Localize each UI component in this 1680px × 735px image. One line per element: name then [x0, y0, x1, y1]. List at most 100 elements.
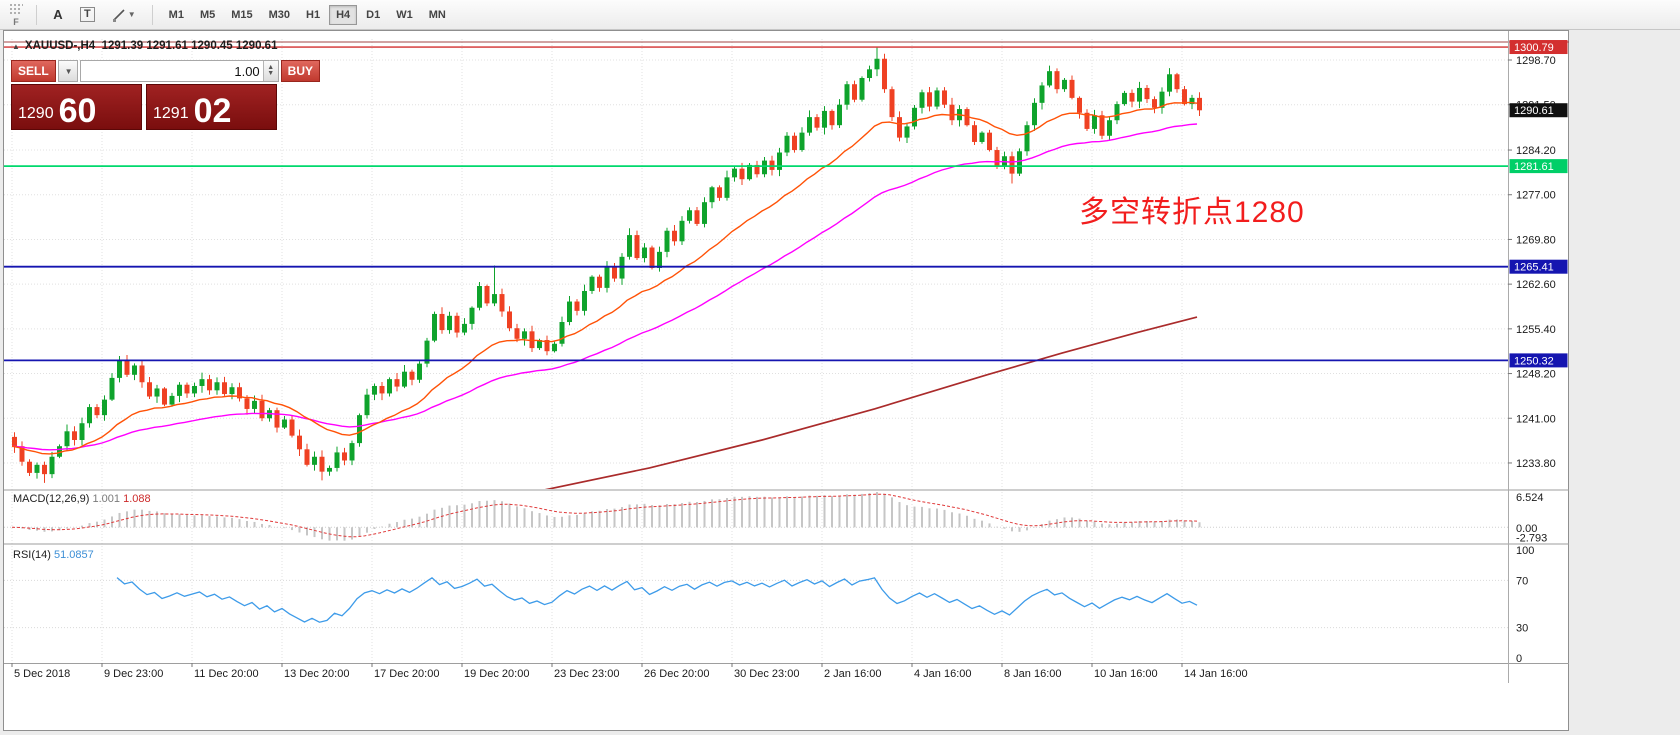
timeframe-button-h4[interactable]: H4	[329, 4, 358, 25]
price-badge-bg	[1509, 40, 1568, 55]
candle-body	[447, 315, 452, 331]
spinner-up-icon[interactable]: ▲	[267, 64, 275, 71]
sell-price-fraction: 60	[58, 92, 97, 130]
candle-body	[1077, 97, 1082, 113]
price-badge-text: 1250.32	[1514, 355, 1554, 367]
candle-body	[972, 125, 977, 142]
macd-scale-label: 6.524	[1516, 492, 1544, 504]
toolbar: F A T ▼ M1 M5 M15 M30 H1 H4 D1 W1 MN	[0, 0, 1680, 30]
candle-body	[237, 387, 242, 399]
macd-signal-line	[11, 493, 1198, 538]
sell-price-main: 1290	[18, 105, 54, 122]
toolbar-separator	[151, 4, 153, 25]
candle-body	[1024, 125, 1030, 152]
time-axis-label: 5 Dec 2018	[14, 668, 70, 680]
candle-body	[417, 363, 422, 380]
timeframe-button-h1[interactable]: H1	[299, 5, 327, 25]
ma-mid-line	[11, 123, 1198, 451]
price-axis[interactable]: 1298.701291.501284.201277.001269.801262.…	[1508, 40, 1568, 665]
time-axis[interactable]: 5 Dec 2018 9 Dec 23:00 11 Dec 20:00 13 Dec …	[11, 663, 1248, 680]
timeframe-button-m15[interactable]: M15	[224, 5, 259, 25]
candle-body	[289, 419, 295, 436]
time-axis-label: 4 Jan 16:00	[914, 668, 972, 680]
candle-body	[19, 446, 25, 462]
candle-body	[34, 464, 40, 473]
candle-body	[739, 168, 745, 180]
candle-body	[1032, 102, 1037, 126]
buy-price-display[interactable]: 1291 02	[146, 84, 277, 130]
sell-button[interactable]: SELL	[11, 60, 56, 82]
grid-layer	[4, 39, 1508, 663]
candle-body	[619, 256, 625, 279]
chevron-down-icon: ▼	[127, 10, 136, 19]
font-tool-button[interactable]: A	[46, 4, 70, 26]
chart-annotation-text[interactable]: 多空转折点1280	[1079, 196, 1305, 229]
timeframe-button-m30[interactable]: M30	[262, 5, 297, 25]
price-scale-label: 1284.20	[1516, 145, 1556, 157]
candle-body	[859, 78, 865, 100]
chart-canvas[interactable]: 1298.701291.501284.201277.001269.801262.…	[4, 31, 1569, 683]
candle-body	[1069, 79, 1075, 98]
candle-body	[627, 235, 632, 257]
toolbar-drag-handle[interactable]: F	[5, 1, 27, 29]
price-badge-text: 1300.79	[1514, 42, 1554, 54]
chart-symbol-icon: ▲	[12, 41, 20, 51]
one-click-trading-panel: SELL ▼ ▲ ▼ BUY 1290 60 1291 02	[11, 60, 321, 130]
candle-body	[27, 461, 32, 473]
spinner-down-icon[interactable]: ▼	[267, 70, 275, 77]
rsi-label: RSI(14) 51.0857	[13, 549, 94, 561]
volume-input[interactable]	[80, 61, 263, 81]
sell-price-display[interactable]: 1290 60	[11, 84, 142, 130]
price-scale-label: 1248.20	[1516, 369, 1556, 381]
timeframe-button-mn[interactable]: MN	[422, 5, 453, 25]
draw-tool-button[interactable]: ▼	[105, 4, 143, 26]
toolbar-f-label: F	[13, 16, 19, 27]
candle-body	[297, 435, 302, 450]
buy-price-main: 1291	[153, 105, 189, 122]
candle-body	[709, 187, 715, 203]
candle-body	[364, 394, 370, 416]
candles-layer	[12, 47, 1202, 483]
timeframe-button-d1[interactable]: D1	[359, 5, 387, 25]
macd-layer	[11, 492, 1201, 541]
text-tool-label: T	[80, 7, 95, 22]
timeframe-button-w1[interactable]: W1	[389, 5, 420, 25]
text-tool-button[interactable]: T	[73, 4, 102, 26]
price-scale-label: 1241.00	[1516, 413, 1556, 425]
candle-body	[994, 150, 1000, 167]
volume-field-wrap: ▲ ▼	[79, 60, 279, 82]
candle-body	[1099, 115, 1105, 136]
ma-layer	[11, 101, 1198, 489]
candle-body	[259, 400, 265, 419]
candle-body	[147, 382, 152, 397]
candle-body	[87, 407, 92, 424]
candle-body	[334, 452, 340, 468]
timeframe-button-m1[interactable]: M1	[162, 5, 191, 25]
candle-body	[777, 152, 782, 170]
candle-body	[724, 177, 730, 198]
price-badge-support-level-1-price: 1265.41	[1509, 259, 1568, 274]
macd-scale-label: 0.00	[1516, 523, 1537, 535]
candle-body	[207, 379, 212, 391]
rsi-scale-label: 0	[1516, 653, 1522, 665]
buy-button[interactable]: BUY	[280, 60, 321, 82]
candle-body	[192, 385, 197, 394]
trendline-icon	[112, 8, 125, 22]
candle-body	[649, 247, 655, 269]
candle-body	[927, 92, 932, 107]
ma-slow-line	[544, 316, 1198, 489]
price-badge-text: 1281.61	[1514, 161, 1554, 173]
volume-spinner[interactable]: ▲ ▼	[262, 61, 278, 81]
volume-dropdown-button[interactable]: ▼	[57, 60, 78, 82]
candle-body	[919, 92, 925, 108]
price-badge-current-price: 1290.61	[1509, 103, 1568, 118]
candle-body	[1092, 115, 1097, 129]
candle-body	[762, 160, 767, 175]
candle-body	[1174, 74, 1180, 90]
candle-body	[499, 294, 505, 312]
time-axis-label: 17 Dec 20:00	[374, 668, 439, 680]
candle-body	[582, 290, 587, 311]
timeframe-button-m5[interactable]: M5	[193, 5, 222, 25]
candle-body	[357, 415, 362, 444]
